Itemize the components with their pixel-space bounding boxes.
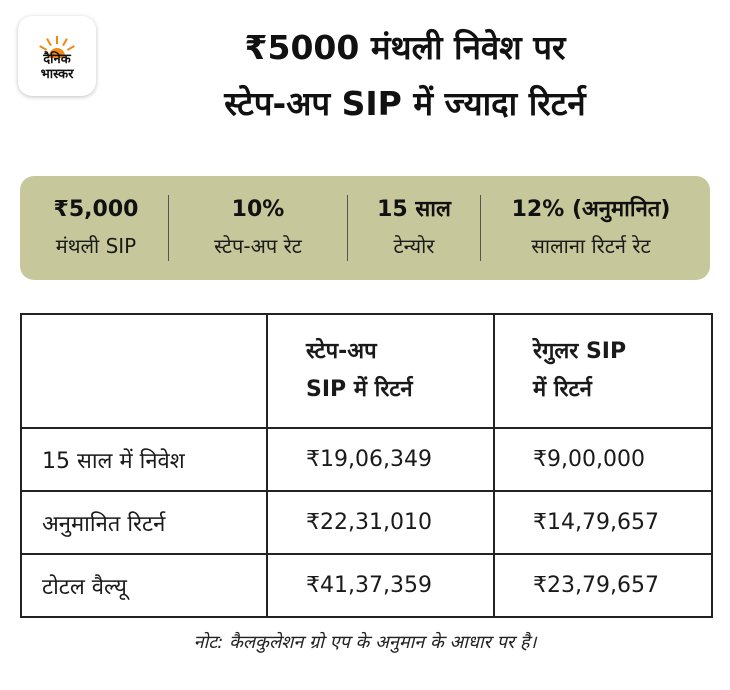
header-line: रेगुलर SIP bbox=[533, 339, 627, 364]
regular-value: ₹9,00,000 bbox=[493, 427, 713, 492]
row-label: टोटल वैल्यू bbox=[20, 553, 268, 618]
summary-divider bbox=[347, 195, 348, 261]
comparison-table: स्टेप-अप SIP में रिटर्न रेगुलर SIP में र… bbox=[20, 313, 713, 618]
footnote: नोट: कैलकुलेशन ग्रो एप के अनुमान के आधार… bbox=[193, 632, 537, 653]
summary-stat-monthly-sip: ₹5,000 मंथली SIP bbox=[24, 192, 168, 264]
table-header-row: स्टेप-अप SIP में रिटर्न रेगुलर SIP में र… bbox=[20, 313, 713, 429]
stepup-value: ₹22,31,010 bbox=[266, 490, 495, 555]
title-line-2: स्टेप-अप SIP में ज्यादा रिटर्न bbox=[224, 84, 586, 123]
header-line: SIP में रिटर्न bbox=[306, 377, 413, 402]
summary-divider bbox=[168, 195, 169, 261]
header-line: में रिटर्न bbox=[533, 377, 592, 402]
stepup-value: ₹19,06,349 bbox=[266, 427, 495, 492]
row-label: 15 साल में निवेश bbox=[20, 427, 268, 492]
summary-divider bbox=[480, 195, 481, 261]
table-header-stepup: स्टेप-अप SIP में रिटर्न bbox=[266, 313, 495, 429]
regular-value: ₹14,79,657 bbox=[493, 490, 713, 555]
summary-stat-return-rate: 12% (अनुमानित) सालाना रिटर्न रेट bbox=[481, 192, 701, 264]
logo-text-line2: भास्कर bbox=[40, 67, 74, 82]
stat-value: ₹5,000 bbox=[53, 197, 139, 222]
table-header-regular: रेगुलर SIP में रिटर्न bbox=[493, 313, 713, 429]
header-line: स्टेप-अप bbox=[306, 339, 377, 364]
stat-label: सालाना रिटर्न रेट bbox=[531, 234, 651, 258]
stat-value: 12% (अनुमानित) bbox=[511, 197, 671, 222]
stat-label: स्टेप-अप रेट bbox=[214, 234, 302, 258]
row-label: अनुमानित रिटर्न bbox=[20, 490, 268, 555]
regular-value: ₹23,79,657 bbox=[493, 553, 713, 618]
stepup-value: ₹41,37,359 bbox=[266, 553, 495, 618]
summary-stat-stepup-rate: 10% स्टेप-अप रेट bbox=[169, 192, 347, 264]
brand-logo: दैनिक भास्कर bbox=[18, 16, 96, 96]
stat-value: 10% bbox=[231, 197, 285, 222]
stat-value: 15 साल bbox=[377, 197, 451, 222]
summary-stat-tenure: 15 साल टेन्योर bbox=[348, 192, 480, 264]
title-line-1: ₹5000 मंथली निवेश पर bbox=[244, 28, 566, 67]
table-row: टोटल वैल्यू ₹41,37,359 ₹23,79,657 bbox=[20, 553, 713, 618]
table-header-empty bbox=[20, 313, 268, 429]
table-row: अनुमानित रिटर्न ₹22,31,010 ₹14,79,657 bbox=[20, 490, 713, 555]
stat-label: मंथली SIP bbox=[55, 234, 137, 258]
page-title: ₹5000 मंथली निवेश पर स्टेप-अप SIP में ज्… bbox=[100, 20, 710, 132]
sun-logo-icon bbox=[39, 36, 75, 58]
stat-label: टेन्योर bbox=[393, 234, 435, 258]
logo-text-line1: दैनिक bbox=[43, 52, 71, 67]
summary-bar: ₹5,000 मंथली SIP 10% स्टेप-अप रेट 15 साल… bbox=[20, 176, 710, 280]
table-row: 15 साल में निवेश ₹19,06,349 ₹9,00,000 bbox=[20, 427, 713, 492]
